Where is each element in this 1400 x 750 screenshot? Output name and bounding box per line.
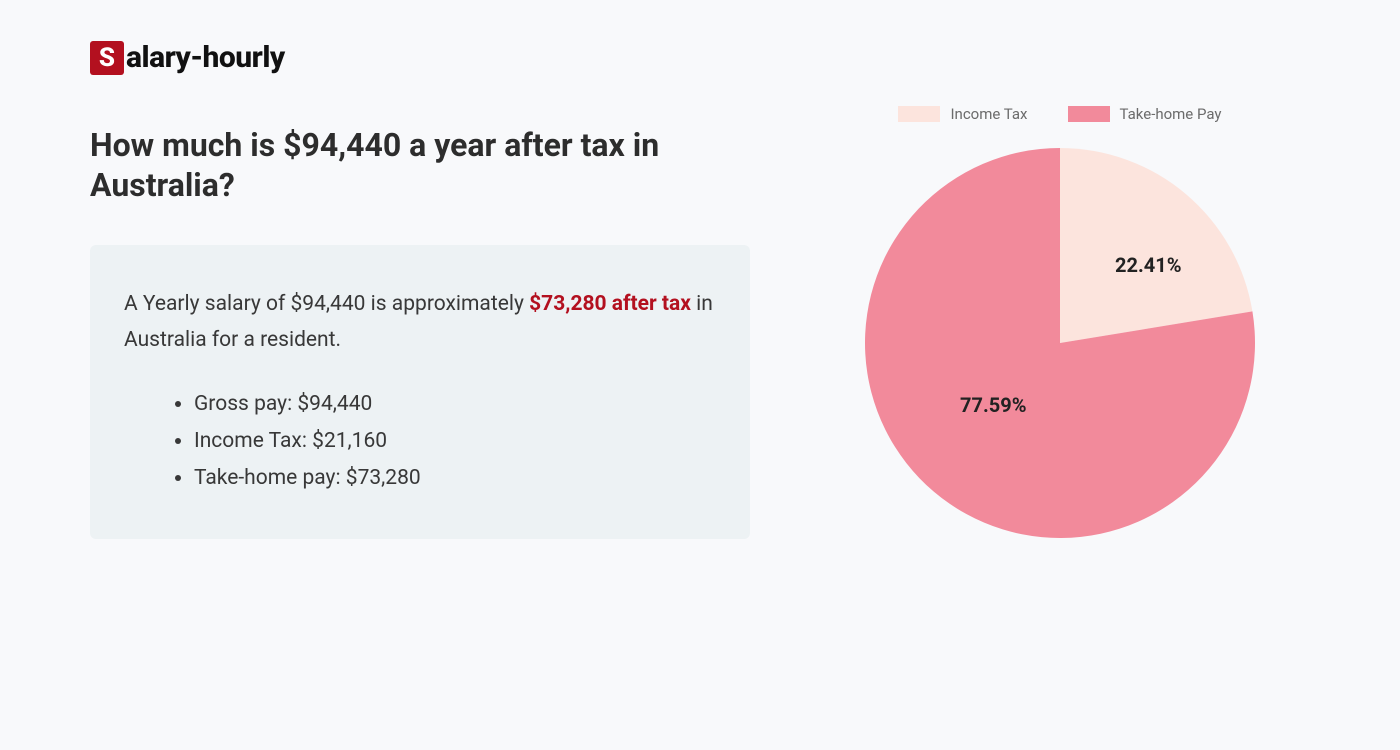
slice-label-income-tax: 22.41% xyxy=(1115,253,1181,277)
summary-pre: A Yearly salary of $94,440 is approximat… xyxy=(124,292,529,316)
right-column: Income Tax Take-home Pay 22.41% 77.59% xyxy=(810,125,1310,543)
legend-label: Take-home Pay xyxy=(1120,105,1222,123)
logo-text: alary-hourly xyxy=(126,40,285,75)
logo-s-icon: S xyxy=(90,41,124,75)
chart-legend: Income Tax Take-home Pay xyxy=(810,105,1310,123)
legend-item-income-tax: Income Tax xyxy=(898,105,1027,123)
list-item: Take-home pay: $73,280 xyxy=(194,460,716,497)
legend-swatch xyxy=(1068,106,1110,122)
list-item: Income Tax: $21,160 xyxy=(194,423,716,460)
pie-svg xyxy=(860,143,1260,543)
page-title: How much is $94,440 a year after tax in … xyxy=(90,125,750,205)
summary-box: A Yearly salary of $94,440 is approximat… xyxy=(90,245,750,539)
main-content: How much is $94,440 a year after tax in … xyxy=(90,125,1310,543)
site-logo: S alary-hourly xyxy=(90,40,1310,75)
legend-swatch xyxy=(898,106,940,122)
left-column: How much is $94,440 a year after tax in … xyxy=(90,125,750,543)
summary-sentence: A Yearly salary of $94,440 is approximat… xyxy=(124,287,716,358)
slice-label-take-home: 77.59% xyxy=(960,393,1026,417)
legend-label: Income Tax xyxy=(950,105,1027,123)
legend-item-take-home: Take-home Pay xyxy=(1068,105,1222,123)
summary-highlight: $73,280 after tax xyxy=(529,292,691,316)
pie-chart: 22.41% 77.59% xyxy=(860,143,1260,543)
summary-list: Gross pay: $94,440 Income Tax: $21,160 T… xyxy=(124,386,716,496)
pie-slice xyxy=(1060,148,1252,343)
list-item: Gross pay: $94,440 xyxy=(194,386,716,423)
